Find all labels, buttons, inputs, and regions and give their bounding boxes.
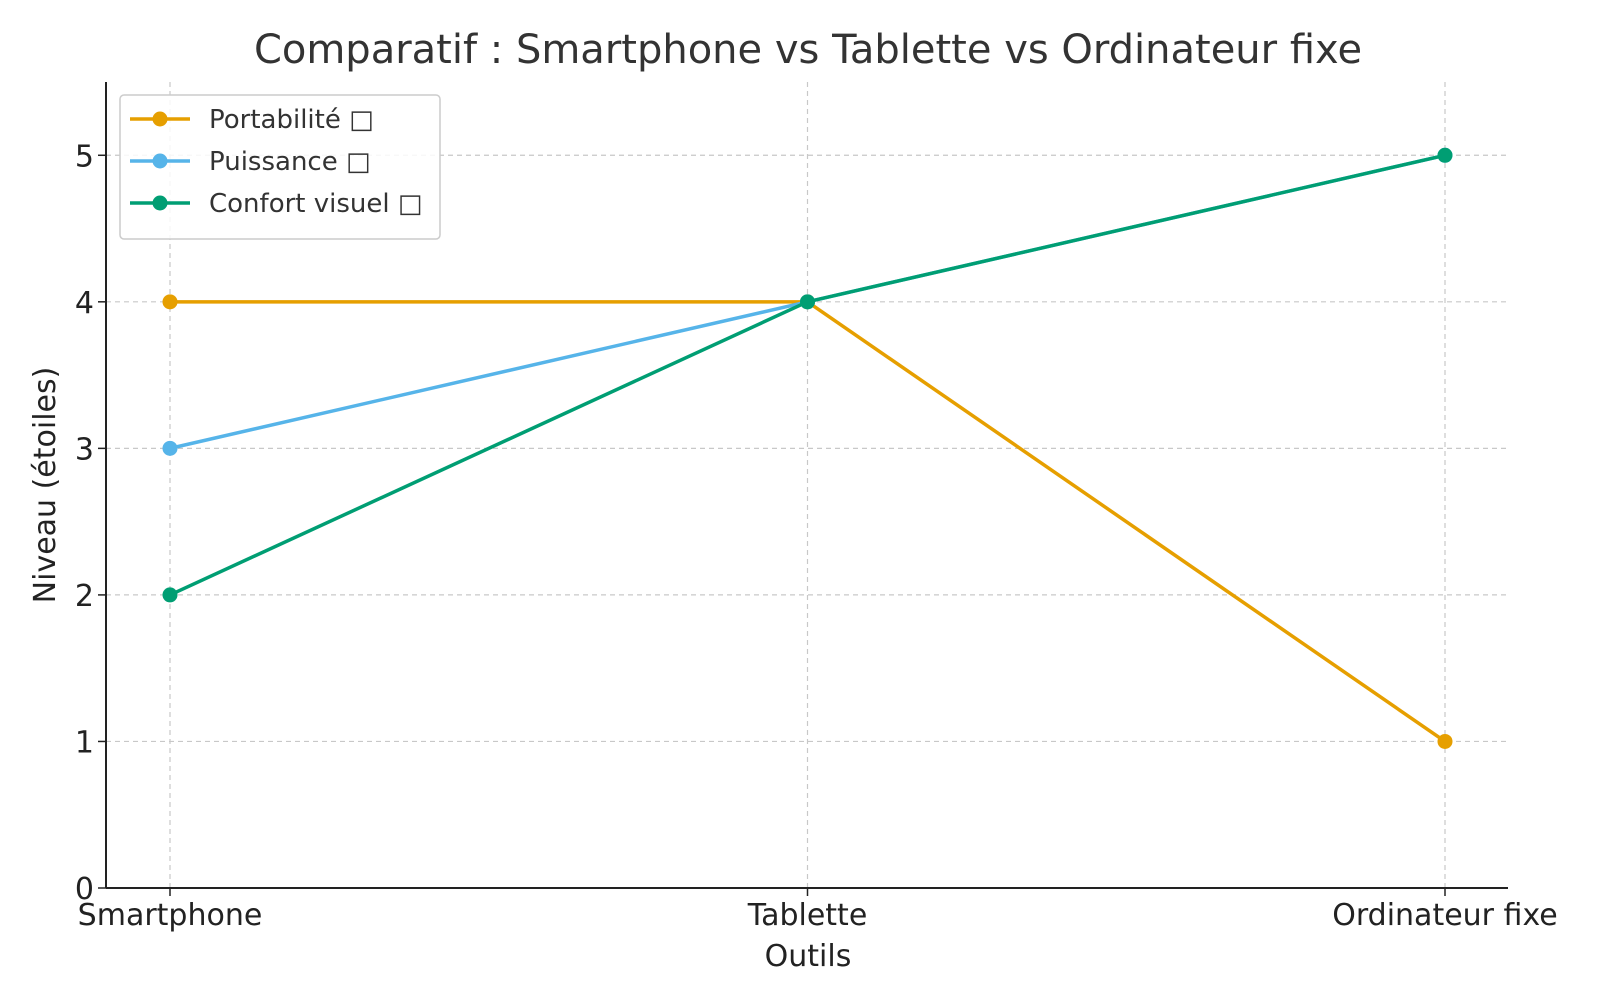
y-tick-label: 0	[75, 872, 94, 907]
x-tick-label: Tablette	[747, 898, 868, 933]
legend-item: Puissance □	[130, 147, 371, 177]
legend-item: Portabilité □	[130, 105, 374, 135]
legend-swatch-marker	[152, 153, 168, 169]
series-line	[170, 300, 1446, 743]
y-tick-label: 5	[75, 139, 94, 174]
legend-swatch-marker	[152, 111, 168, 127]
series-layer	[162, 147, 1453, 749]
y-tick-label: 3	[75, 432, 94, 467]
legend-label: Portabilité □	[209, 105, 374, 135]
data-point	[1437, 733, 1453, 749]
x-tick-label: Smartphone	[78, 898, 263, 933]
data-point	[800, 294, 815, 310]
data-point	[162, 440, 178, 456]
legend-label: Confort visuel □	[209, 189, 422, 219]
legend-swatch-marker	[152, 195, 168, 211]
x-axis-label: Outils	[765, 939, 852, 974]
legend-label: Puissance □	[209, 147, 371, 177]
legend-box	[119, 94, 441, 240]
data-point	[162, 587, 178, 603]
data-point	[162, 294, 178, 310]
y-tick-label: 4	[75, 286, 94, 321]
series-group	[162, 147, 1453, 603]
ticks-layer: 0 1 2 3 4 5 Smartphone Tablette Ordinateur fixe	[75, 139, 1558, 933]
data-point	[1437, 147, 1453, 163]
chart-title: Comparatif : Smartphone vs Tablette vs O…	[254, 27, 1362, 73]
y-tick-label: 2	[75, 579, 94, 614]
x-tick-label: Ordinateur fixe	[1332, 898, 1557, 933]
legend: Portabilité □ Puissance □ Confort visuel □	[119, 94, 441, 240]
y-axis-label: Niveau (étoiles)	[28, 367, 63, 604]
y-tick-label: 1	[75, 725, 94, 760]
legend-item: Confort visuel □	[130, 189, 422, 219]
